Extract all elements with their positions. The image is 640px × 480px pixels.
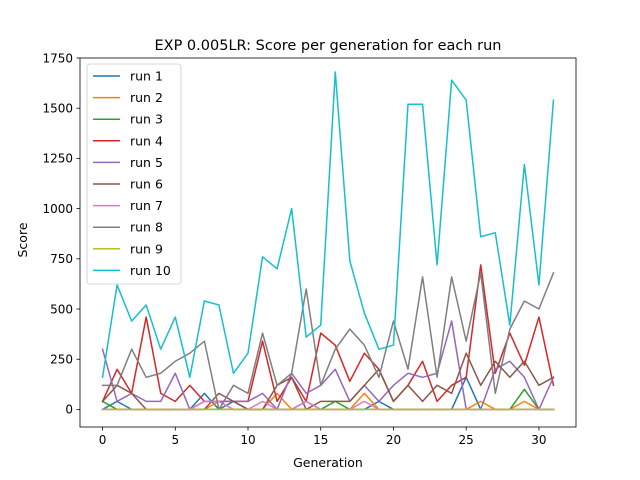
y-tick-label: 250	[50, 353, 73, 367]
x-tick-label: 25	[459, 433, 474, 447]
y-tick-label: 0	[65, 403, 73, 417]
axes: 0 5 10 15 20 25 30 0 250 500 750 1000 1250 1500 1750	[42, 51, 577, 447]
y-tick-label: 1000	[42, 202, 73, 216]
legend-label-run-10: run 10	[130, 263, 171, 278]
legend-label-run-9: run 9	[130, 241, 163, 256]
legend-label-run-4: run 4	[130, 133, 163, 148]
axes-frame	[79, 57, 577, 428]
legend-label-run-3: run 3	[130, 112, 163, 127]
series-lines	[101, 71, 555, 411]
legend-label-run-8: run 8	[130, 220, 163, 235]
series-line-run-8	[101, 271, 555, 411]
y-tick-label: 1500	[42, 102, 73, 116]
legend-label-run-6: run 6	[130, 177, 163, 192]
y-tick-label: 1750	[42, 51, 73, 65]
x-tick-label: 5	[171, 433, 179, 447]
y-axis-label: Score	[15, 222, 30, 257]
legend-label-run-7: run 7	[130, 198, 163, 213]
y-tick-label: 500	[50, 302, 73, 316]
x-tick-label: 20	[386, 433, 401, 447]
x-tick-label: 10	[240, 433, 255, 447]
y-tick-label: 750	[50, 252, 73, 266]
x-tick-label: 0	[99, 433, 107, 447]
x-axis-label: Generation	[293, 455, 363, 470]
x-tick-label: 30	[531, 433, 546, 447]
x-tick-label: 15	[313, 433, 328, 447]
y-tick-label: 1250	[42, 152, 73, 166]
legend-label-run-5: run 5	[130, 155, 163, 170]
series-line-run-10	[101, 71, 555, 379]
chart-title: EXP 0.005LR: Score per generation for ea…	[154, 38, 501, 54]
legend-label-run-1: run 1	[130, 69, 163, 84]
legend: run 1 run 2 run 3 run 4 run 5 run 6 run 7 run 8…	[86, 63, 182, 285]
plot-area	[101, 71, 555, 411]
legend-label-run-2: run 2	[130, 90, 163, 105]
